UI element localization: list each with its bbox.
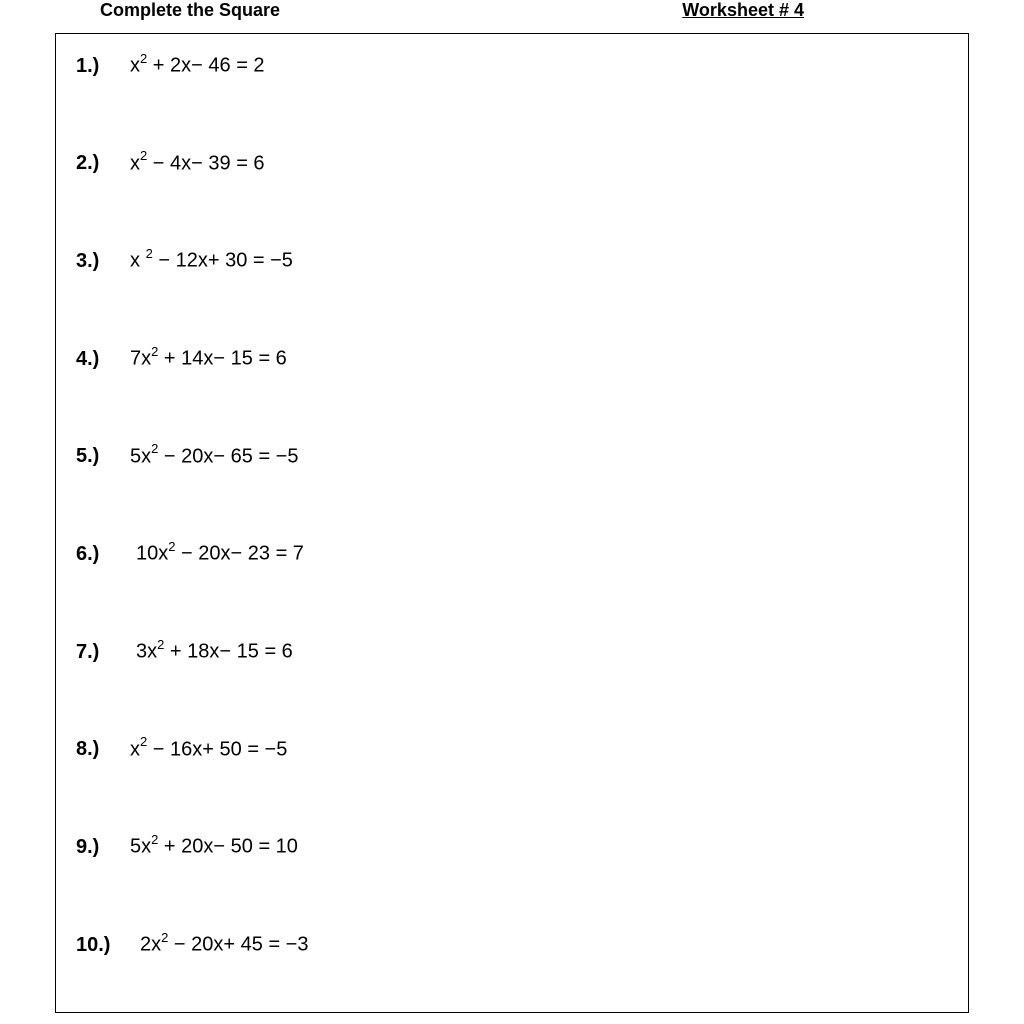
problem-number: 4.) — [76, 348, 130, 371]
problem-equation: 5x2 − 20x− 65 = −5 — [130, 443, 298, 469]
problem-number: 10.) — [76, 934, 130, 957]
problem-number: 1.) — [76, 55, 130, 78]
header-title-left: Complete the Square — [100, 0, 280, 21]
problem-number: 9.) — [76, 836, 130, 859]
problem-number: 7.) — [76, 641, 130, 664]
problem-equation: 5x2 + 20x− 50 = 10 — [130, 833, 298, 859]
problem-row: 7.)3x2 + 18x− 15 = 6 — [76, 638, 948, 664]
worksheet-box: 1.)x2 + 2x− 46 = 22.)x2 − 4x− 39 = 63.)x… — [55, 33, 969, 1013]
problem-number: 6.) — [76, 543, 130, 566]
problem-equation: x 2 − 12x+ 30 = −5 — [130, 247, 293, 273]
problem-row: 4.)7x2 + 14x− 15 = 6 — [76, 345, 948, 371]
worksheet-header: Complete the Square Worksheet # 4 — [0, 0, 1024, 33]
problem-row: 3.)x 2 − 12x+ 30 = −5 — [76, 247, 948, 273]
problem-number: 8.) — [76, 738, 130, 761]
problem-equation: 2x2 − 20x+ 45 = −3 — [130, 931, 308, 957]
problem-row: 6.)10x2 − 20x− 23 = 7 — [76, 540, 948, 566]
problem-equation: 7x2 + 14x− 15 = 6 — [130, 345, 287, 371]
problem-row: 5.)5x2 − 20x− 65 = −5 — [76, 443, 948, 469]
problem-row: 10.)2x2 − 20x+ 45 = −3 — [76, 931, 948, 957]
problem-number: 3.) — [76, 250, 130, 273]
problem-row: 2.)x2 − 4x− 39 = 6 — [76, 150, 948, 176]
header-title-right: Worksheet # 4 — [682, 0, 924, 21]
problem-equation: x2 + 2x− 46 = 2 — [130, 52, 265, 78]
problem-equation: 10x2 − 20x− 23 = 7 — [130, 540, 304, 566]
problem-number: 5.) — [76, 445, 130, 468]
problem-equation: x2 − 16x+ 50 = −5 — [130, 736, 287, 762]
problem-row: 8.)x2 − 16x+ 50 = −5 — [76, 736, 948, 762]
problem-number: 2.) — [76, 152, 130, 175]
problem-equation: x2 − 4x− 39 = 6 — [130, 150, 265, 176]
problem-row: 9.)5x2 + 20x− 50 = 10 — [76, 833, 948, 859]
problem-row: 1.)x2 + 2x− 46 = 2 — [76, 52, 948, 78]
problem-equation: 3x2 + 18x− 15 = 6 — [130, 638, 293, 664]
